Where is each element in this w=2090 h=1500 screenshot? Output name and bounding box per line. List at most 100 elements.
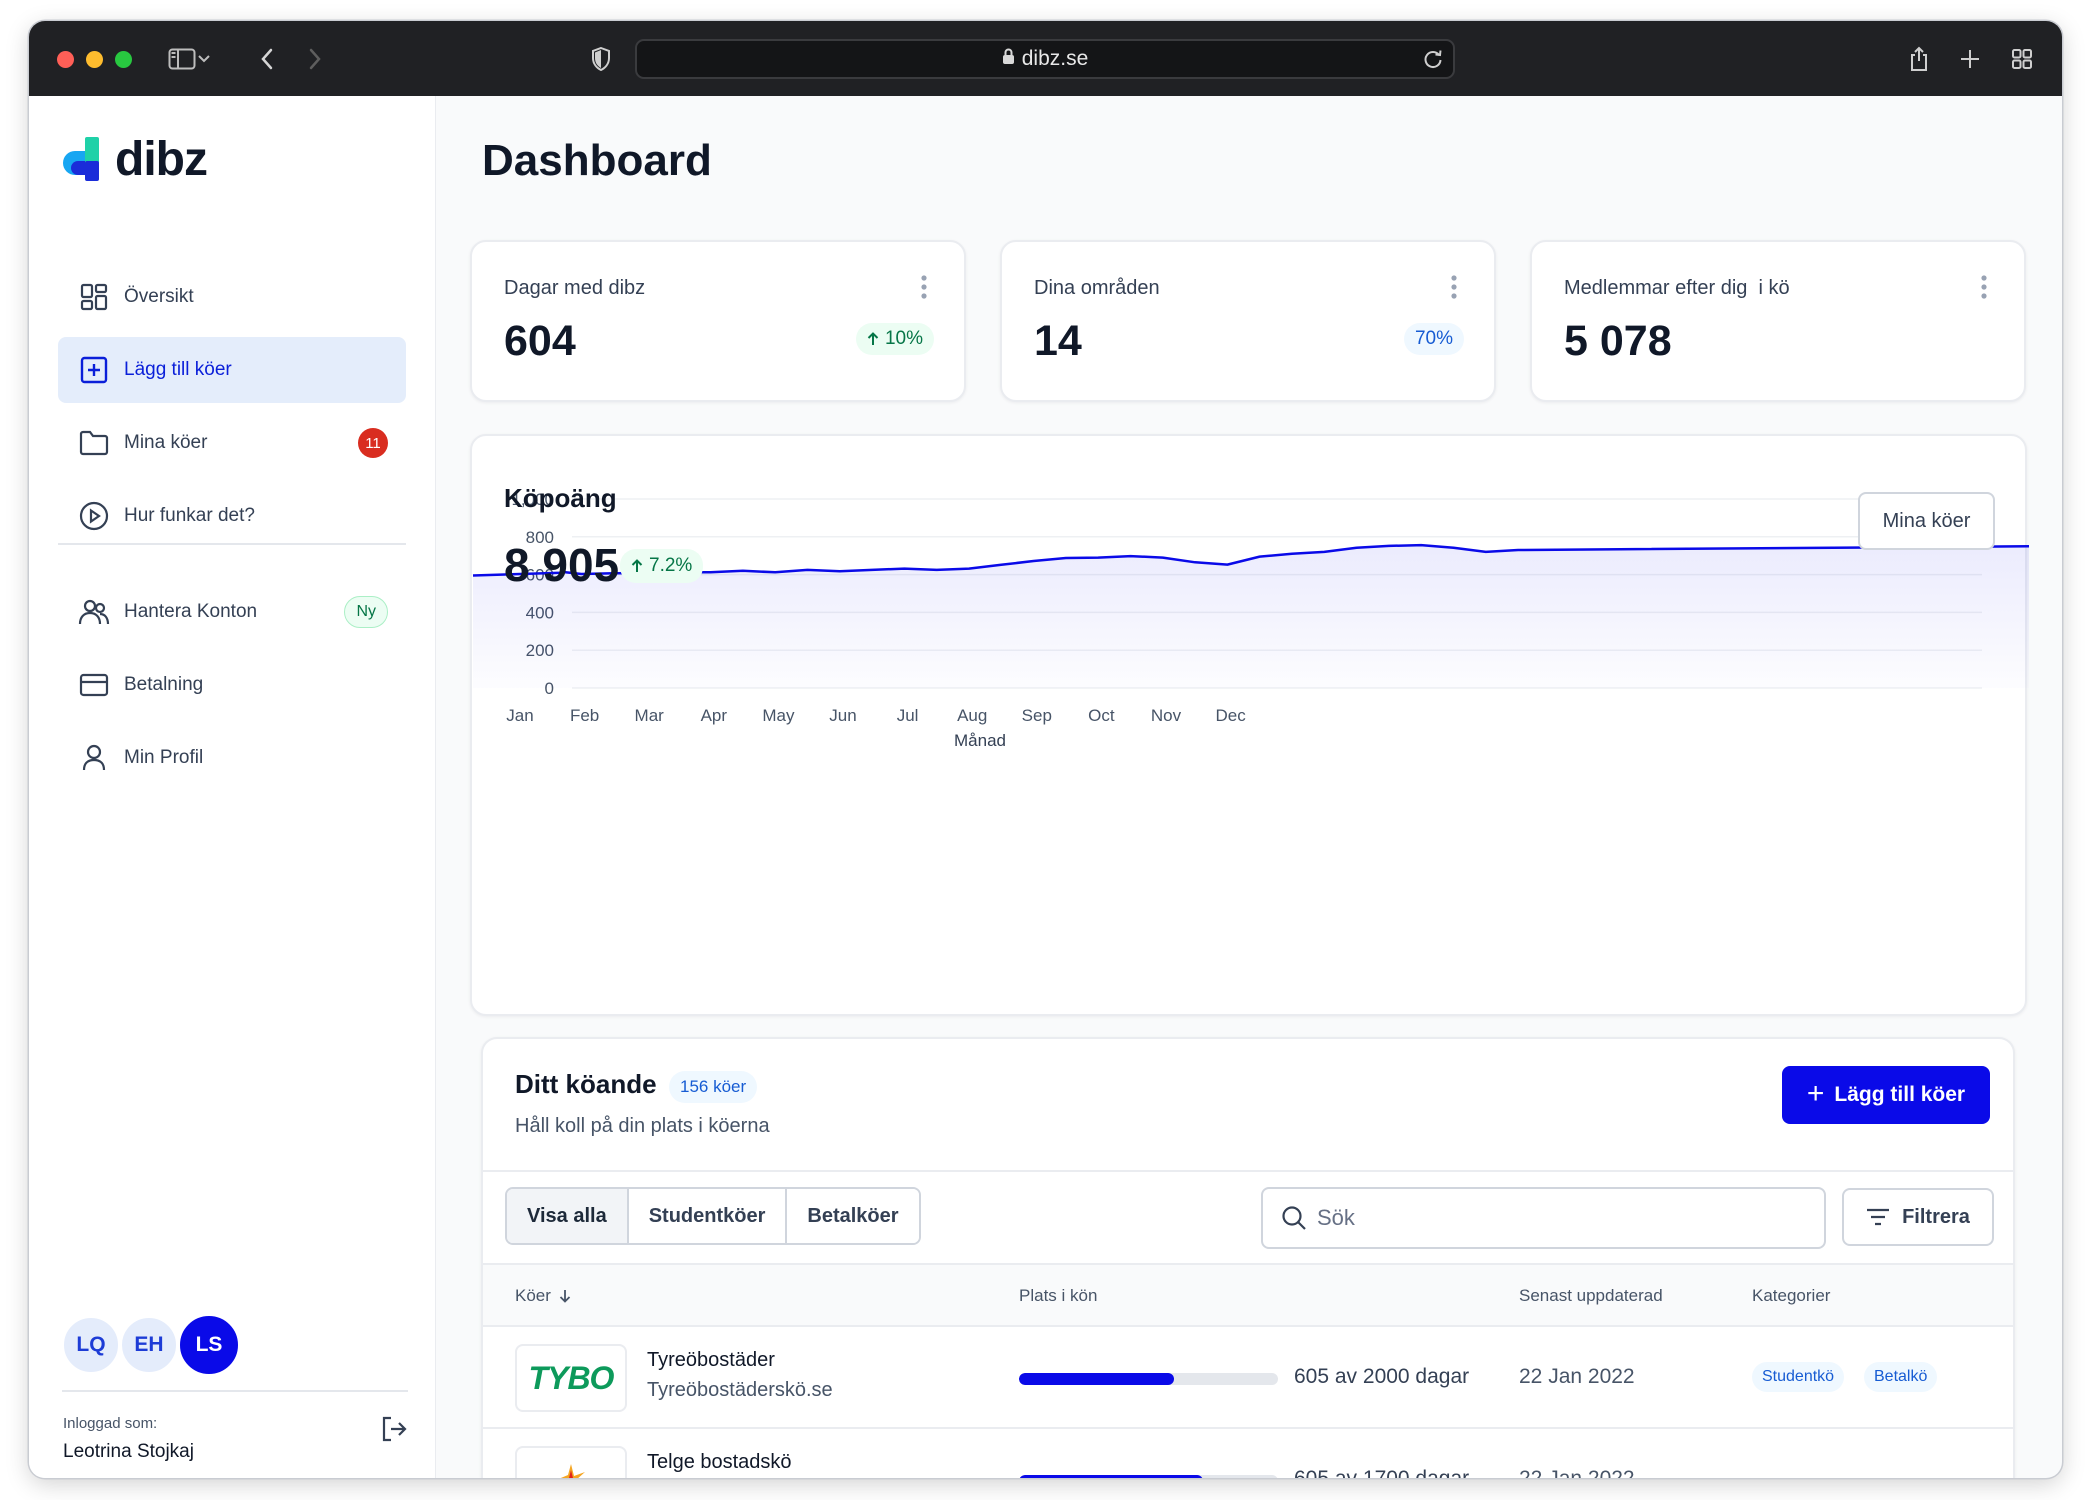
maximize-window-button[interactable]: [115, 51, 132, 68]
nav-divider: [58, 543, 406, 545]
points-chart: 02004006008001,000JanFebMarAprMayJunJulA…: [472, 490, 2029, 750]
more-vertical-icon[interactable]: [1442, 272, 1466, 302]
progress-fill: [1019, 1475, 1203, 1478]
stat-label: Dagar med dibz: [504, 277, 646, 299]
address-bar[interactable]: dibz.se: [635, 39, 1455, 79]
series-area: [473, 545, 2029, 688]
x-tick-label: Mar: [635, 706, 665, 725]
sidebar-item-label: Mina köer: [124, 432, 208, 453]
queue-table-card: Ditt köande 156 köer Håll koll på din pl…: [481, 1037, 2015, 1478]
chevron-down-icon[interactable]: [192, 39, 216, 79]
telge-logo-icon: [560, 1464, 585, 1478]
y-tick-label: 800: [526, 528, 554, 547]
sidebar-item-betalning[interactable]: Betalning: [58, 652, 406, 718]
tab-visa-alla[interactable]: Visa alla: [507, 1189, 629, 1243]
progress-bar: [1019, 1373, 1278, 1385]
tab-betalkoer[interactable]: Betalköer: [787, 1189, 919, 1243]
more-vertical-icon[interactable]: [1972, 272, 1996, 302]
column-header-koer[interactable]: Köer: [515, 1286, 571, 1306]
change-badge: 10%: [855, 323, 934, 355]
progress-bar: [1019, 1475, 1278, 1478]
play-circle-icon: [76, 498, 112, 534]
x-tick-label: Sep: [1022, 706, 1052, 725]
arrow-up-icon: [631, 559, 643, 573]
tybo-logo: TYBO: [515, 1344, 627, 1412]
sidebar-item-hur-funkar-det[interactable]: Hur funkar det?: [58, 483, 406, 549]
arrow-up-icon: [867, 332, 879, 346]
stat-label: Medlemmar efter dig i kö: [1564, 277, 1790, 299]
y-tick-label: 1,000: [511, 490, 554, 509]
avatar-active[interactable]: LS: [178, 1314, 240, 1376]
progress-fill: [1019, 1373, 1175, 1385]
new-badge: Ny: [344, 596, 388, 628]
telge-logo: [515, 1446, 627, 1478]
new-tab-plus-icon[interactable]: [1950, 39, 1990, 79]
queue-name: Tyreöbostäder: [647, 1349, 775, 1371]
queue-name: Telge bostadskö: [647, 1451, 792, 1473]
tab-overview-icon[interactable]: [2002, 39, 2042, 79]
avatar[interactable]: EH: [120, 1316, 178, 1374]
credit-card-icon: [76, 667, 112, 703]
plus-icon: +: [1806, 1076, 1825, 1110]
login-label: Inloggad som:: [63, 1415, 158, 1432]
sidebar-toggle-icon[interactable]: [162, 39, 202, 79]
x-tick-label: Jan: [506, 706, 533, 725]
queue-plats: 605 av 1700 dagar: [1294, 1467, 1469, 1478]
column-header-senast: Senast uppdaterad: [1519, 1286, 1663, 1305]
forward-arrow-icon[interactable]: [295, 39, 335, 79]
column-header-plats: Plats i kön: [1019, 1286, 1098, 1305]
sidebar-item-hantera-konton[interactable]: Hantera Konton Ny: [58, 579, 406, 645]
back-arrow-icon[interactable]: [247, 39, 287, 79]
table-header: Köer Plats i kön Senast uppdaterad Kateg…: [483, 1263, 2013, 1327]
lock-icon: [1002, 47, 1015, 71]
stat-card-omraden: Dina områden 14 70%: [1000, 240, 1496, 402]
minimize-window-button[interactable]: [86, 51, 103, 68]
reload-icon[interactable]: [1419, 45, 1447, 79]
queue-count-badge: 156 köer: [669, 1071, 758, 1103]
filter-button[interactable]: Filtrera: [1842, 1188, 1994, 1246]
filter-segmented-control: Visa alla Studentköer Betalköer: [505, 1187, 921, 1245]
x-tick-label: May: [762, 706, 795, 725]
x-tick-label: Dec: [1215, 706, 1246, 725]
queue-plats: 605 av 2000 dagar: [1294, 1365, 1470, 1388]
stat-value: 14: [1034, 317, 1082, 365]
search-placeholder: Sök: [1317, 1205, 1355, 1230]
x-tick-label: Feb: [570, 706, 599, 725]
sidebar-item-mina-koer[interactable]: Mina köer 11: [58, 410, 406, 476]
mina-koer-button[interactable]: Mina köer: [1858, 492, 1995, 550]
points-value: 8 905: [504, 539, 620, 591]
chart-card-title: Köpoäng: [504, 483, 617, 513]
search-input[interactable]: Sök: [1261, 1187, 1826, 1249]
avatar[interactable]: LQ: [62, 1316, 120, 1374]
share-icon[interactable]: [1899, 39, 1939, 79]
column-header-kategorier: Kategorier: [1752, 1286, 1831, 1305]
login-name: Leotrina Stojkaj: [63, 1441, 194, 1462]
sidebar-item-lagg-till-koer[interactable]: Lägg till köer: [58, 337, 406, 403]
sidebar-item-label: Hantera Konton: [124, 601, 258, 622]
more-vertical-icon[interactable]: [912, 272, 936, 302]
x-tick-label: Jul: [897, 706, 919, 725]
x-tick-label: Aug: [957, 706, 987, 725]
stat-card-medlemmar: Medlemmar efter dig i kö 5 078: [1530, 240, 2026, 402]
grid-icon: [76, 279, 112, 315]
queue-title: Ditt köande: [515, 1069, 657, 1099]
stat-label: Dina områden: [1034, 277, 1160, 299]
logout-icon[interactable]: [374, 1409, 414, 1449]
logo[interactable]: dibz: [61, 132, 208, 187]
table-row[interactable]: TYBO Tyreöbostäder Tyreöbostäderskö.se 6…: [483, 1327, 2013, 1429]
x-tick-label: Apr: [701, 706, 728, 725]
stat-card-dagar: Dagar med dibz 604 10%: [470, 240, 966, 402]
page-title: Dashboard: [482, 136, 712, 185]
sidebar-item-min-profil[interactable]: Min Profil: [58, 725, 406, 791]
table-row[interactable]: Telge bostadskö 605 av 1700 dagar 22 Jan…: [483, 1429, 2013, 1478]
sidebar-item-oversikt[interactable]: Översikt: [58, 264, 406, 330]
privacy-shield-icon[interactable]: [581, 39, 621, 79]
tab-studentkoer[interactable]: Studentköer: [628, 1189, 788, 1243]
category-tag: Studentkö: [1752, 1362, 1845, 1392]
plus-square-icon: [76, 352, 112, 388]
points-chart-card: 02004006008001,000JanFebMarAprMayJunJulA…: [470, 434, 2029, 1016]
add-queues-button[interactable]: + Lägg till köer: [1782, 1066, 1990, 1124]
divider: [483, 1170, 2013, 1172]
close-window-button[interactable]: [57, 51, 74, 68]
category-tag: Betalkö: [1864, 1362, 1938, 1392]
